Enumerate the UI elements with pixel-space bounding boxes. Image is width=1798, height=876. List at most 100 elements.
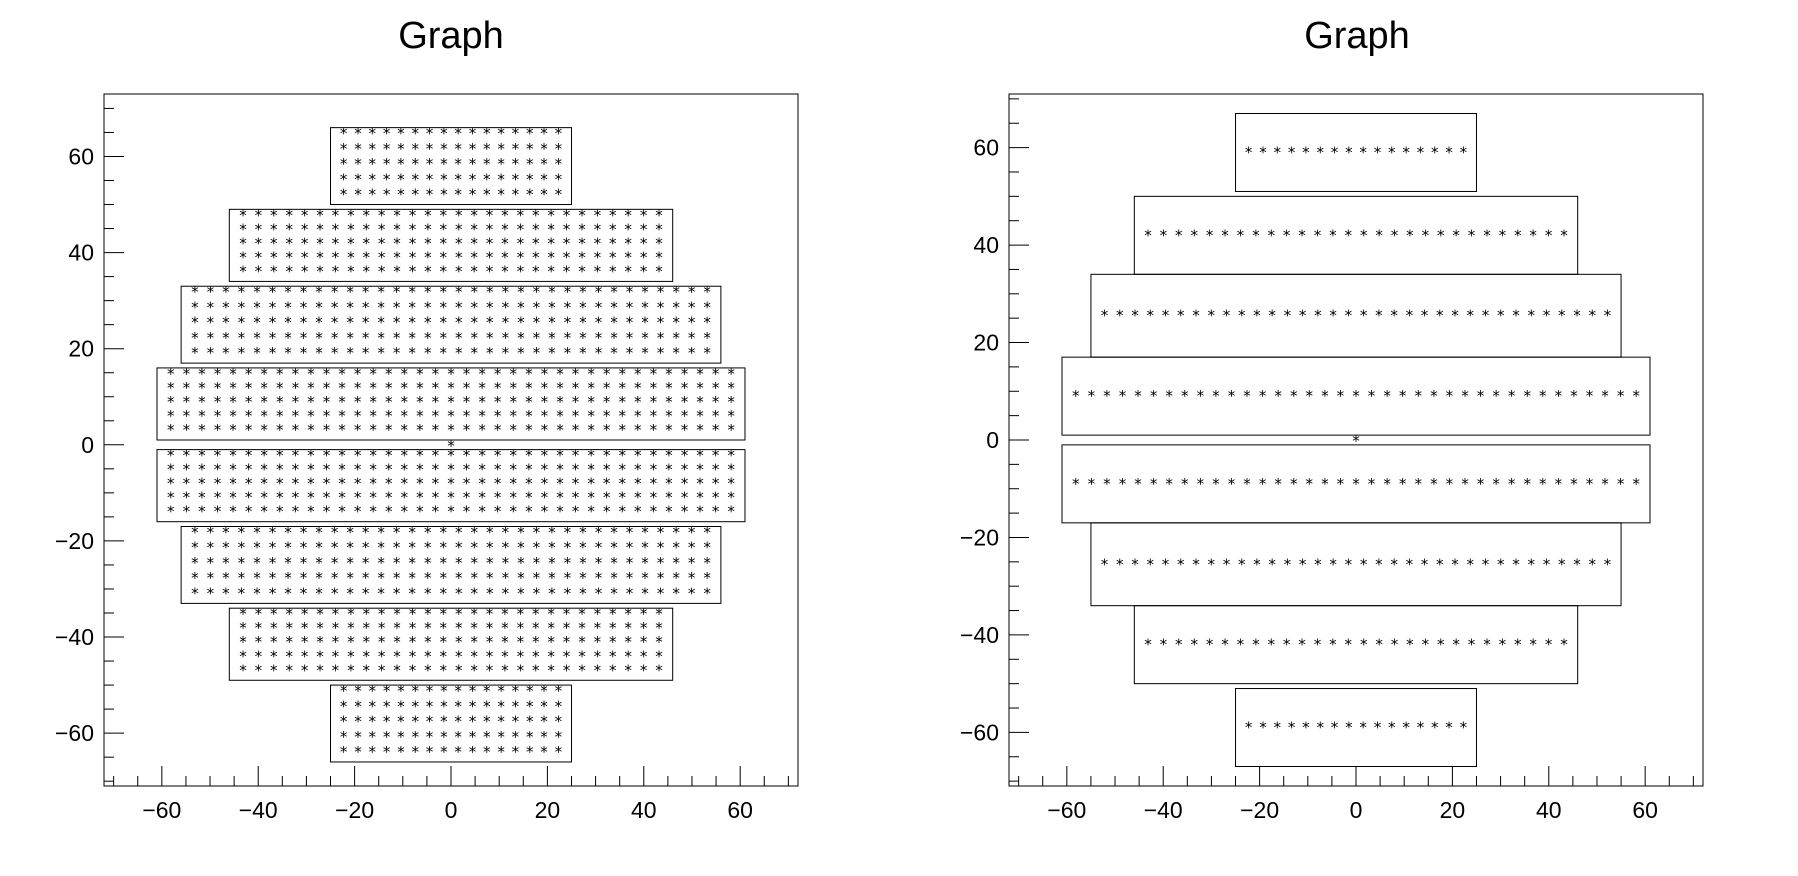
- data-point: *: [608, 206, 617, 224]
- data-point: *: [244, 365, 253, 383]
- data-point: *: [346, 248, 355, 266]
- data-point: *: [1274, 475, 1283, 493]
- data-point: *: [540, 155, 549, 173]
- data-point: *: [525, 186, 534, 204]
- data-point: *: [1329, 307, 1338, 325]
- data-point: *: [516, 619, 525, 637]
- data-point: *: [1445, 387, 1454, 405]
- data-point: *: [322, 447, 331, 465]
- data-point: *: [516, 539, 525, 557]
- data-point: *: [269, 647, 278, 665]
- data-point: *: [268, 524, 277, 542]
- data-point: *: [703, 314, 712, 332]
- data-point: *: [411, 155, 420, 173]
- data-point: *: [299, 329, 308, 347]
- data-point: *: [439, 186, 448, 204]
- data-point: *: [269, 234, 278, 252]
- y-tick-label: 40: [973, 232, 999, 258]
- data-point: *: [275, 447, 284, 465]
- data-point: *: [382, 125, 391, 143]
- data-point: *: [624, 220, 633, 238]
- data-point: *: [478, 489, 487, 507]
- data-point: *: [237, 539, 246, 557]
- data-point: *: [1405, 555, 1414, 573]
- data-point: *: [353, 475, 362, 493]
- data-point: *: [563, 283, 572, 301]
- data-point: *: [1511, 307, 1520, 325]
- data-point: *: [672, 554, 681, 572]
- data-point: *: [680, 365, 689, 383]
- data-point: *: [322, 489, 331, 507]
- data-point: *: [408, 220, 417, 238]
- data-point: *: [291, 421, 300, 439]
- data-point: *: [1416, 719, 1425, 737]
- data-point: *: [571, 503, 580, 521]
- data-point: *: [346, 314, 355, 332]
- data-point: *: [396, 125, 405, 143]
- data-point: *: [190, 283, 199, 301]
- data-point: *: [423, 584, 432, 602]
- data-point: *: [468, 697, 477, 715]
- data-point: *: [368, 682, 377, 700]
- data-point: *: [377, 234, 386, 252]
- data-point: *: [1513, 226, 1522, 244]
- data-point: *: [485, 661, 494, 679]
- module-box: [1133, 195, 1579, 275]
- data-point: *: [649, 421, 658, 439]
- data-point: *: [727, 407, 736, 425]
- data-point: *: [696, 393, 705, 411]
- data-point: *: [190, 314, 199, 332]
- data-point: *: [547, 344, 556, 362]
- data-point: *: [478, 475, 487, 493]
- data-point: *: [562, 633, 571, 651]
- data-point: *: [493, 393, 502, 411]
- data-point: *: [532, 344, 541, 362]
- data-point: *: [454, 524, 463, 542]
- data-point: *: [439, 344, 448, 362]
- module-7: * * * * * * * * * * * * * * * * * * * * * * * * * * * *: [1133, 605, 1579, 685]
- data-point: *: [602, 503, 611, 521]
- data-point: *: [482, 155, 491, 173]
- data-point: *: [618, 407, 627, 425]
- data-point: *: [654, 206, 663, 224]
- data-point: *: [206, 554, 215, 572]
- data-point: *: [511, 170, 520, 188]
- data-point: *: [594, 569, 603, 587]
- data-point: *: [540, 125, 549, 143]
- data-point: *: [1460, 475, 1469, 493]
- data-point: *: [454, 682, 463, 700]
- data-point: *: [299, 344, 308, 362]
- data-point: *: [525, 125, 534, 143]
- data-point: *: [639, 262, 648, 280]
- data-point: *: [587, 379, 596, 397]
- y-tick-label: 40: [68, 240, 94, 266]
- data-point: *: [213, 379, 222, 397]
- data-point: *: [190, 584, 199, 602]
- data-point: *: [315, 298, 324, 316]
- data-point: *: [516, 584, 525, 602]
- data-point: *: [482, 125, 491, 143]
- data-point: *: [618, 421, 627, 439]
- data-point: *: [641, 524, 650, 542]
- module-box: [1133, 605, 1579, 685]
- data-point: *: [197, 365, 206, 383]
- data-point: *: [624, 605, 633, 623]
- data-point: *: [493, 407, 502, 425]
- data-point: *: [361, 539, 370, 557]
- data-point: *: [382, 697, 391, 715]
- data-point: *: [229, 447, 238, 465]
- data-point: *: [562, 647, 571, 665]
- data-point: *: [238, 262, 247, 280]
- data-point: *: [244, 461, 253, 479]
- data-point: *: [547, 234, 556, 252]
- data-point: *: [1375, 636, 1384, 654]
- data-point: *: [485, 524, 494, 542]
- data-point: *: [1251, 226, 1260, 244]
- data-point: *: [1445, 143, 1454, 161]
- data-point: *: [641, 329, 650, 347]
- data-point: *: [618, 503, 627, 521]
- data-point: *: [531, 619, 540, 637]
- data-point: *: [649, 447, 658, 465]
